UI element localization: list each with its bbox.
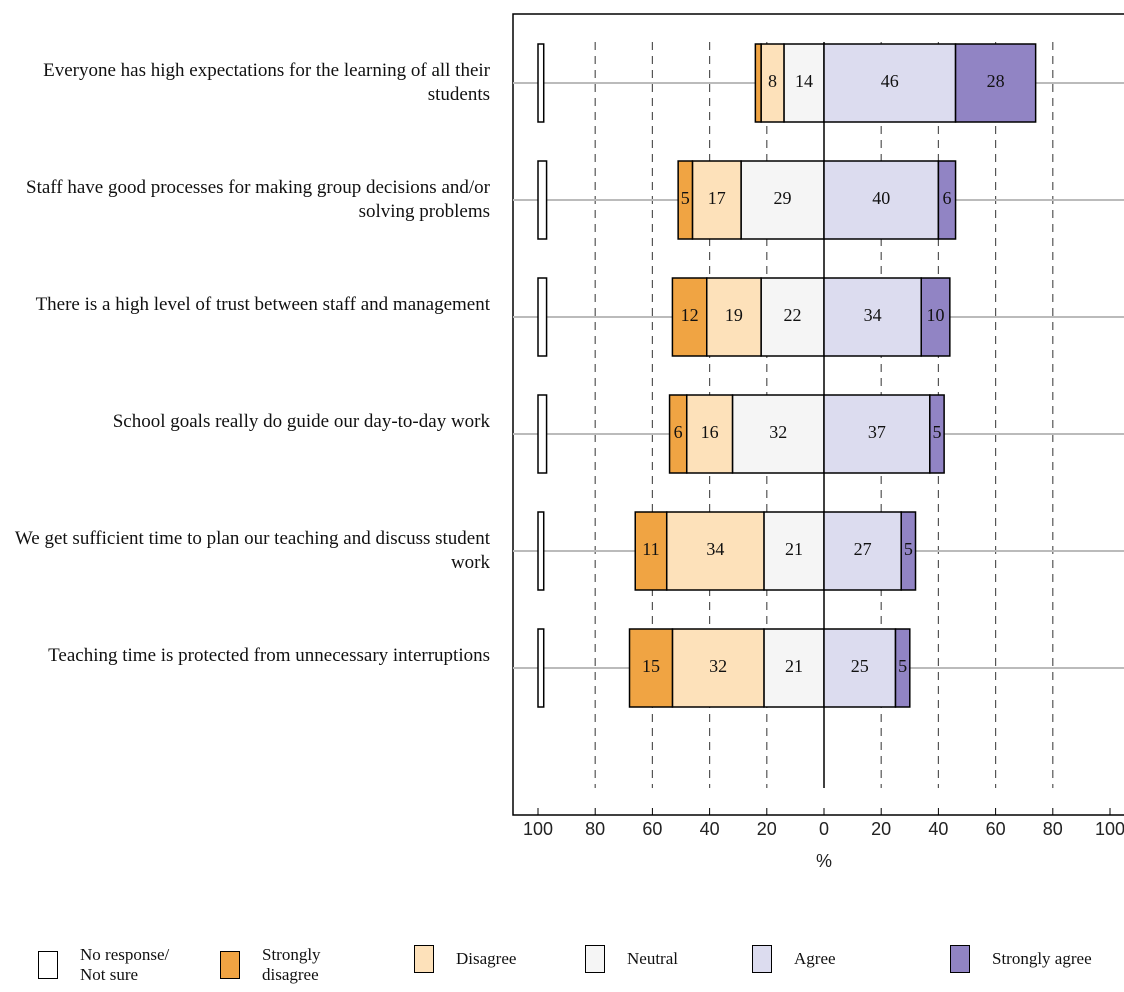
category-label: There is a high level of trust between s… (35, 294, 490, 315)
value-label: 5 (932, 422, 941, 442)
legend-swatch (220, 951, 240, 979)
category-label: We get sufficient time to plan our teach… (14, 528, 490, 573)
legend-label: No response/ Not sure (80, 945, 170, 984)
bar-segment (685, 394, 734, 474)
value-label: 6 (674, 422, 683, 442)
legend-label: Strongly disagree (262, 945, 321, 984)
value-label: 21 (785, 656, 803, 676)
value-label: 40 (872, 188, 890, 208)
bar-segment (537, 277, 548, 357)
x-tick-label: 0 (819, 819, 829, 839)
legend-label: Strongly agree (992, 949, 1092, 968)
value-label: 12 (681, 305, 699, 325)
value-label: 19 (725, 305, 743, 325)
legend-item: Strongly agree (950, 945, 1122, 973)
bar-segment (929, 394, 945, 474)
value-label: 6 (942, 188, 951, 208)
value-label: 5 (898, 656, 907, 676)
bar-segment (823, 277, 922, 357)
x-tick-label: 80 (585, 819, 605, 839)
value-label: 28 (987, 71, 1005, 91)
bar-segment (900, 511, 917, 591)
plot-frame (512, 13, 1124, 816)
legend-item: No response/ Not sure (38, 945, 190, 985)
legend-item: Agree (752, 945, 904, 973)
value-label: 46 (881, 71, 899, 91)
bar-segment (823, 628, 897, 708)
value-label: 37 (868, 422, 886, 442)
bar-segment (954, 43, 1037, 123)
value-label: 34 (706, 539, 724, 559)
bar-segment (537, 160, 548, 240)
value-label: 5 (681, 188, 690, 208)
x-tick-label: 20 (757, 819, 777, 839)
legend-label: Neutral (627, 949, 678, 968)
legend-label: Disagree (456, 949, 517, 968)
legend-swatch (585, 945, 605, 973)
bar-segment (537, 43, 545, 123)
category-label: Everyone has high expectations for the l… (43, 60, 490, 105)
bar-segment (671, 628, 765, 708)
bar-segment (628, 628, 674, 708)
bar-segment (937, 160, 957, 240)
legend-swatch (752, 945, 772, 973)
value-label: 10 (927, 305, 945, 325)
value-label: 14 (795, 71, 813, 91)
bar-segment (823, 160, 940, 240)
x-tick-label: 40 (928, 819, 948, 839)
legend-item: Strongly disagree (220, 945, 352, 985)
bar-segment (668, 394, 688, 474)
x-tick-label: 100 (1095, 819, 1124, 839)
value-label: 34 (864, 305, 882, 325)
value-label: 8 (768, 71, 777, 91)
value-label: 25 (851, 656, 869, 676)
legend-swatch (38, 951, 58, 979)
category-label: School goals really do guide our day-to-… (112, 411, 490, 432)
value-label: 27 (854, 539, 872, 559)
value-label: 15 (642, 656, 660, 676)
value-label: 5 (904, 539, 913, 559)
value-label: 21 (785, 539, 803, 559)
legend-item: Neutral (585, 945, 737, 973)
x-tick-label: 100 (523, 819, 553, 839)
x-tick-label: 80 (1043, 819, 1063, 839)
bar-segment (537, 628, 545, 708)
bar-segment (677, 160, 694, 240)
value-label: 16 (701, 422, 719, 442)
category-label: Staff have good processes for making gro… (26, 177, 490, 222)
bar-segment (537, 511, 545, 591)
bar-segment (920, 277, 951, 357)
bar-segment (634, 511, 668, 591)
bar-segment (823, 511, 902, 591)
value-label: 32 (709, 656, 727, 676)
category-label: Teaching time is protected from unnecess… (48, 645, 490, 666)
bar-segment (763, 628, 825, 708)
x-tick-label: 20 (871, 819, 891, 839)
x-tick-label: 60 (986, 819, 1006, 839)
bar-segment (823, 43, 957, 123)
bar-segment (671, 277, 708, 357)
x-axis-label: % (816, 851, 832, 871)
value-label: 32 (769, 422, 787, 442)
legend-item: Disagree (414, 945, 566, 973)
x-tick-label: 60 (642, 819, 662, 839)
bar-segment (754, 43, 762, 123)
bar-segment (731, 394, 825, 474)
value-label: 22 (784, 305, 802, 325)
value-label: 11 (642, 539, 659, 559)
legend-swatch (414, 945, 434, 973)
bar-segment (665, 511, 765, 591)
value-label: 29 (774, 188, 792, 208)
legend-label: Agree (794, 949, 836, 968)
bar-segment (537, 394, 548, 474)
bar-segment (894, 628, 911, 708)
value-label: 17 (708, 188, 726, 208)
x-tick-label: 40 (700, 819, 720, 839)
legend-swatch (950, 945, 970, 973)
